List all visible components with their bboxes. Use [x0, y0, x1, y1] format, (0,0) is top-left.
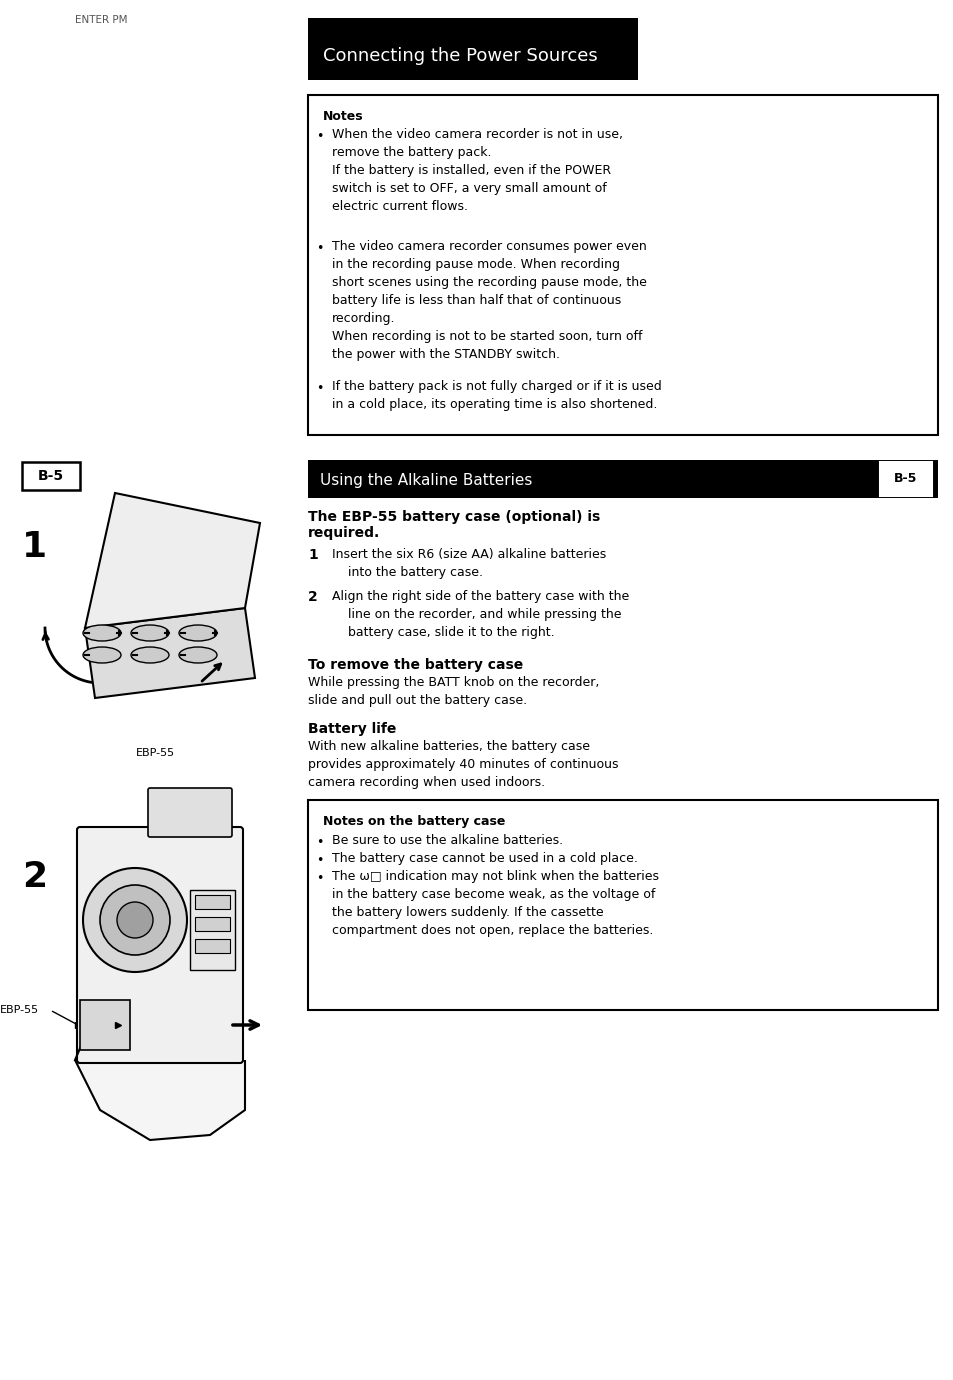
Text: camera recording when used indoors.: camera recording when used indoors.	[308, 776, 544, 789]
Text: the power with the STANDBY switch.: the power with the STANDBY switch.	[332, 348, 559, 362]
Text: When the video camera recorder is not in use,: When the video camera recorder is not in…	[332, 128, 622, 141]
Circle shape	[117, 903, 152, 938]
Ellipse shape	[179, 647, 216, 662]
Text: in the recording pause mode. When recording: in the recording pause mode. When record…	[332, 258, 619, 270]
Text: Align the right side of the battery case with the: Align the right side of the battery case…	[332, 591, 629, 603]
Text: battery life is less than half that of continuous: battery life is less than half that of c…	[332, 294, 620, 306]
Text: The ω□ indication may not blink when the batteries: The ω□ indication may not blink when the…	[332, 869, 659, 883]
Text: the battery lowers suddenly. If the cassette: the battery lowers suddenly. If the cass…	[332, 907, 603, 919]
Text: 1: 1	[308, 548, 317, 562]
Text: Connecting the Power Sources: Connecting the Power Sources	[323, 47, 598, 65]
Circle shape	[83, 868, 187, 972]
FancyBboxPatch shape	[80, 1000, 130, 1050]
Text: Notes: Notes	[323, 110, 363, 123]
Text: B-5: B-5	[893, 472, 917, 486]
Text: 2: 2	[308, 591, 317, 604]
Text: Using the Alkaline Batteries: Using the Alkaline Batteries	[319, 473, 532, 489]
Text: If the battery pack is not fully charged or if it is used: If the battery pack is not fully charged…	[332, 380, 661, 393]
Text: compartment does not open, replace the batteries.: compartment does not open, replace the b…	[332, 925, 653, 937]
Text: switch is set to OFF, a very small amount of: switch is set to OFF, a very small amoun…	[332, 182, 606, 195]
Text: into the battery case.: into the battery case.	[348, 566, 482, 580]
FancyBboxPatch shape	[77, 827, 243, 1063]
Text: ENTER PM: ENTER PM	[75, 15, 128, 25]
Bar	[194, 896, 230, 909]
Text: Insert the six R6 (size AA) alkaline batteries: Insert the six R6 (size AA) alkaline bat…	[332, 548, 605, 562]
Bar	[308, 460, 937, 498]
Text: line on the recorder, and while pressing the: line on the recorder, and while pressing…	[348, 609, 620, 621]
Text: in the battery case become weak, as the voltage of: in the battery case become weak, as the …	[332, 887, 655, 901]
Text: slide and pull out the battery case.: slide and pull out the battery case.	[308, 694, 527, 707]
Text: •: •	[315, 872, 323, 885]
Text: •: •	[315, 854, 323, 867]
Text: short scenes using the recording pause mode, the: short scenes using the recording pause m…	[332, 276, 646, 288]
Text: provides approximately 40 minutes of continuous: provides approximately 40 minutes of con…	[308, 758, 618, 771]
Polygon shape	[85, 493, 260, 628]
FancyBboxPatch shape	[190, 890, 234, 970]
FancyBboxPatch shape	[148, 788, 232, 838]
Bar	[308, 18, 638, 80]
Bar	[308, 800, 937, 1010]
Text: To remove the battery case: To remove the battery case	[308, 658, 522, 672]
Ellipse shape	[131, 625, 169, 640]
Polygon shape	[85, 609, 254, 698]
Polygon shape	[75, 1060, 245, 1140]
Text: battery case, slide it to the right.: battery case, slide it to the right.	[348, 627, 554, 639]
Text: electric current flows.: electric current flows.	[332, 200, 468, 213]
Ellipse shape	[179, 625, 216, 640]
Text: •: •	[315, 382, 323, 395]
Ellipse shape	[131, 647, 169, 662]
Text: With new alkaline batteries, the battery case: With new alkaline batteries, the battery…	[308, 740, 589, 753]
Text: 1: 1	[22, 530, 47, 564]
Bar	[308, 95, 937, 435]
Bar	[22, 462, 80, 490]
Text: in a cold place, its operating time is also shortened.: in a cold place, its operating time is a…	[332, 397, 657, 411]
Text: The EBP-55 battery case (optional) is
required.: The EBP-55 battery case (optional) is re…	[308, 511, 599, 540]
Text: Notes on the battery case: Notes on the battery case	[323, 816, 505, 828]
Text: If the battery is installed, even if the POWER: If the battery is installed, even if the…	[332, 164, 611, 177]
Ellipse shape	[83, 625, 121, 640]
Text: The video camera recorder consumes power even: The video camera recorder consumes power…	[332, 240, 646, 253]
Text: EBP-55: EBP-55	[135, 748, 174, 758]
Text: 2: 2	[22, 860, 47, 894]
Text: remove the battery pack.: remove the battery pack.	[332, 146, 491, 159]
Text: The battery case cannot be used in a cold place.: The battery case cannot be used in a col…	[332, 851, 638, 865]
Text: While pressing the BATT knob on the recorder,: While pressing the BATT knob on the reco…	[308, 676, 598, 689]
Bar	[194, 916, 230, 932]
Bar	[194, 938, 230, 954]
Ellipse shape	[83, 647, 121, 662]
Text: B-5: B-5	[38, 469, 64, 483]
Text: •: •	[315, 241, 323, 255]
Text: •: •	[315, 836, 323, 849]
Bar	[879, 462, 931, 495]
Text: Be sure to use the alkaline batteries.: Be sure to use the alkaline batteries.	[332, 834, 562, 847]
Text: When recording is not to be started soon, turn off: When recording is not to be started soon…	[332, 330, 641, 344]
Text: •: •	[315, 130, 323, 144]
Text: Battery life: Battery life	[308, 722, 395, 736]
Text: recording.: recording.	[332, 312, 395, 326]
Circle shape	[100, 885, 170, 955]
Text: EBP-55: EBP-55	[0, 1005, 39, 1016]
